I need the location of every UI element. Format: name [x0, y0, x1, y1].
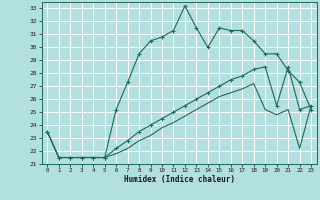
X-axis label: Humidex (Indice chaleur): Humidex (Indice chaleur) — [124, 175, 235, 184]
